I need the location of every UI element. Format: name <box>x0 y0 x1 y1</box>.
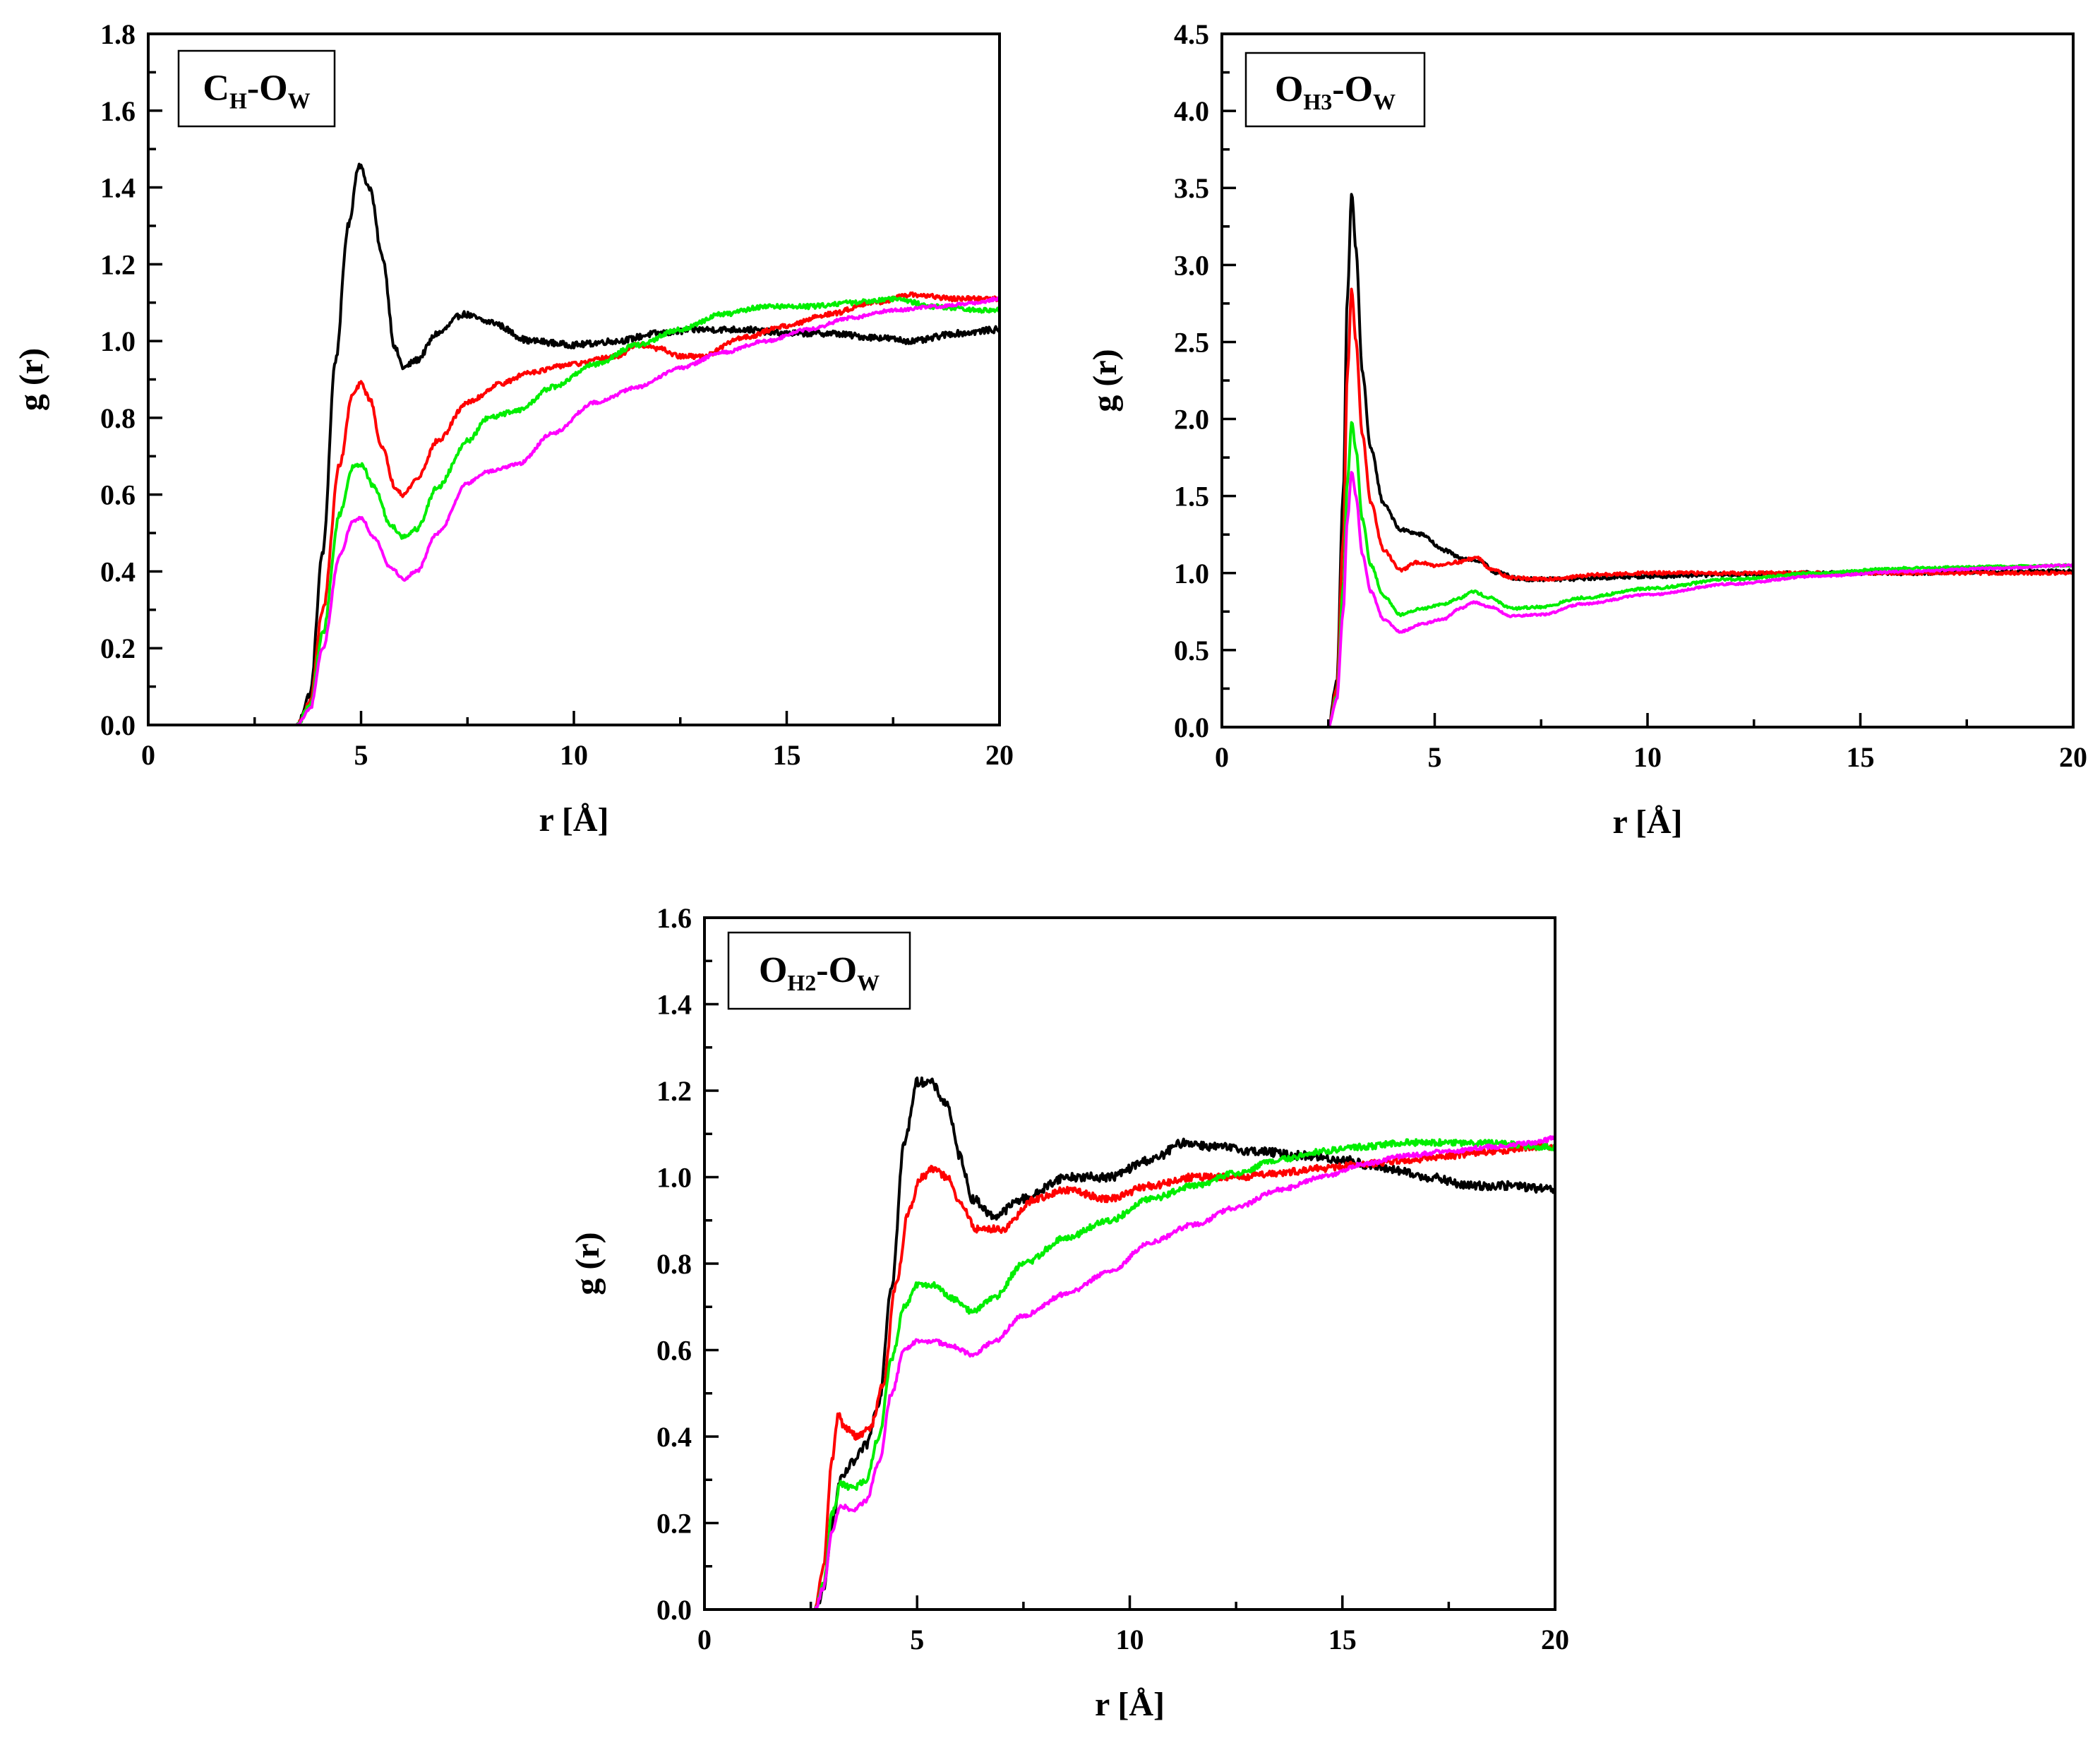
y-tick-label: 0.2 <box>656 1508 692 1540</box>
y-tick-label: 0.6 <box>656 1335 692 1367</box>
series-line-red <box>148 291 1000 725</box>
x-axis-title: r [Å] <box>539 801 608 839</box>
x-tick-label: 15 <box>773 739 801 771</box>
y-tick-label: 0.0 <box>656 1594 692 1626</box>
series-line-red <box>704 1141 1555 1610</box>
x-tick-label: 5 <box>910 1624 924 1655</box>
x-tick-label: 0 <box>697 1624 712 1655</box>
y-tick-label: 1.2 <box>100 248 136 280</box>
panel-title-box <box>1244 52 1426 128</box>
y-tick-label: 1.4 <box>656 989 692 1021</box>
x-tick-label: 20 <box>2059 741 2087 773</box>
x-tick-label: 0 <box>141 739 155 771</box>
panel-title: OH3-OW <box>1275 69 1396 114</box>
y-tick-label: 3.0 <box>1174 249 1209 281</box>
panel-title-box <box>727 931 911 1010</box>
y-axis-title: g (r) <box>13 348 50 411</box>
x-tick-label: 10 <box>1116 1624 1144 1655</box>
panel-oh3-ow: 0 5 10 15 20 0.0 0.5 1.0 1.5 2.0 2.5 3.0 3.5 4.0 4.5 r … <box>1086 18 2087 841</box>
x-tick-label: 15 <box>1847 741 1875 773</box>
y-tick-label: 1.8 <box>100 18 136 50</box>
panel-title-dash: - <box>247 68 259 109</box>
x-tick-label: 5 <box>1428 741 1442 773</box>
plot-frame <box>147 32 1001 726</box>
x-tick-label: 10 <box>1633 741 1662 773</box>
x-tick-label: 20 <box>985 739 1014 771</box>
series-line-green <box>1222 421 2073 727</box>
y-tick-label: 1.4 <box>100 172 136 204</box>
y-tick-label: 0.6 <box>100 479 136 511</box>
y-tick-label: 0.0 <box>1174 712 1209 743</box>
series-group <box>1222 193 2073 727</box>
y-tick-label: 0.8 <box>100 402 136 434</box>
series-group <box>704 1076 1555 1610</box>
y-tick-label: 0.2 <box>100 633 136 664</box>
series-line-magenta <box>704 1135 1555 1610</box>
y-tick-label: 1.6 <box>656 902 692 934</box>
panel-oh2-ow: 0 5 10 15 20 0.0 0.2 0.4 0.6 0.8 1.0 1.2 1.4 1.6 r [Å]… <box>569 902 1569 1723</box>
x-tick-label: 10 <box>560 739 588 771</box>
y-tick-label: 2.5 <box>1174 326 1209 358</box>
panel-title-main2: O <box>1345 69 1373 109</box>
panel-title-main2: O <box>259 68 287 109</box>
y-tick-label: 1.0 <box>1174 558 1209 589</box>
y-tick-label: 1.0 <box>656 1162 692 1194</box>
y-tick-label: 4.0 <box>1174 95 1209 127</box>
y-tick-label: 4.5 <box>1174 18 1209 50</box>
panel-title-sub1: H2 <box>787 970 816 995</box>
panel-title: CH-OW <box>203 68 310 114</box>
series-group <box>148 162 1000 725</box>
y-tick-label: 0.4 <box>656 1421 692 1453</box>
series-line-green <box>148 295 1000 725</box>
y-tick-label: 1.2 <box>656 1075 692 1107</box>
panel-title-main1: O <box>759 950 787 990</box>
x-tick-label: 15 <box>1328 1624 1357 1655</box>
series-line-green <box>704 1138 1555 1610</box>
y-tick-label: 1.0 <box>100 325 136 357</box>
plot-frame <box>703 916 1556 1611</box>
panel-title: OH2-OW <box>759 950 880 995</box>
panel-title-sub2: W <box>1373 89 1396 114</box>
panel-ch-ow: 0 5 10 15 20 0.0 0.2 0.4 0.6 0.8 1.0 1.2 1.4 1.6 1.8 r … <box>13 18 1014 839</box>
y-axis-title: g (r) <box>1086 349 1124 412</box>
y-tick-label: 1.5 <box>1174 481 1209 513</box>
panel-title-main2: O <box>829 950 857 990</box>
series-line-magenta <box>1222 471 2073 727</box>
x-tick-label: 0 <box>1215 741 1229 773</box>
panel-title-sub2: W <box>288 88 311 114</box>
y-tick-label: 2.0 <box>1174 404 1209 436</box>
plot-frame <box>1220 32 2075 729</box>
panel-title-sub1: H <box>229 88 247 114</box>
y-axis-title: g (r) <box>569 1232 606 1295</box>
x-axis-title: r [Å] <box>1612 803 1682 841</box>
x-tick-label: 5 <box>354 739 368 771</box>
panel-title-main1: O <box>1275 69 1303 109</box>
panel-title-sub1: H3 <box>1303 89 1332 114</box>
y-tick-label: 1.6 <box>100 95 136 127</box>
series-line-magenta <box>148 296 1000 725</box>
y-tick-label: 0.0 <box>100 709 136 741</box>
series-line-black <box>704 1076 1555 1610</box>
panel-title-sub2: W <box>857 970 880 995</box>
panel-title-dash: - <box>1332 69 1344 109</box>
y-tick-label: 3.5 <box>1174 172 1209 204</box>
y-tick-label: 0.8 <box>656 1248 692 1280</box>
y-tick-label: 0.5 <box>1174 635 1209 666</box>
x-axis-title: r [Å] <box>1095 1686 1165 1723</box>
y-tick-label: 0.4 <box>100 556 136 587</box>
panel-title-box <box>177 49 336 128</box>
series-line-black <box>148 162 1000 725</box>
x-tick-label: 20 <box>1541 1624 1569 1655</box>
panel-title-main1: C <box>203 68 229 109</box>
panel-title-dash: - <box>816 950 828 990</box>
